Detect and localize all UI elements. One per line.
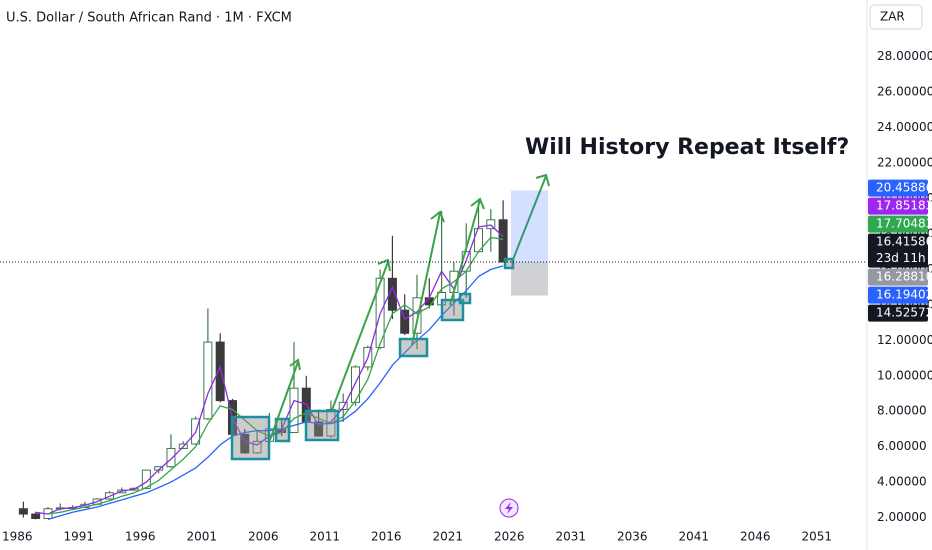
box: [304, 409, 340, 442]
x-tick-label: 1986: [2, 530, 33, 544]
price-tag-label: 16.19402: [876, 288, 932, 302]
price-tag-label: 17.85183: [876, 199, 932, 213]
candle-body: [31, 513, 41, 519]
box: [503, 257, 515, 270]
arrows: [269, 173, 550, 441]
price-tag: [868, 304, 928, 322]
candle-body: [498, 219, 508, 263]
price-tag-label: 17.70483: [876, 217, 932, 231]
candle-body: [203, 341, 213, 420]
candle-body: [252, 440, 262, 454]
target-zone: [511, 190, 548, 263]
currency-button[interactable]: [869, 4, 923, 30]
x-tick-label: 2016: [371, 530, 402, 544]
candle-body: [215, 341, 225, 402]
arrow: [511, 173, 550, 263]
y-tick-label: 24.00000: [877, 120, 932, 134]
box: [458, 292, 472, 305]
x-tick-label: 2001: [186, 530, 217, 544]
x-tick-label: 2036: [617, 530, 648, 544]
candle-body: [18, 508, 28, 515]
drawings: [230, 173, 550, 461]
x-tick-label: 2051: [802, 530, 833, 544]
chart-title: U.S. Dollar / South African Rand · 1M · …: [6, 11, 292, 26]
price-tag-label: 16.28810: [876, 270, 932, 284]
y-tick-label: 28.00000: [877, 49, 932, 63]
price-tag: [868, 268, 928, 286]
annotation: Will History Repeat Itself?: [525, 135, 849, 160]
box: [230, 415, 271, 461]
price-tag: [868, 233, 928, 268]
candle-body: [240, 433, 250, 454]
x-tick-label: 2026: [494, 530, 525, 544]
price-tag: [868, 215, 928, 233]
x-tick-label: 2041: [679, 530, 710, 544]
x-tick-label: 1996: [125, 530, 156, 544]
candle-body: [141, 469, 151, 489]
arrow: [269, 358, 301, 441]
x-tick-label: 2011: [309, 530, 340, 544]
candle-body: [412, 297, 422, 334]
y-tick-label: 22.00000: [877, 156, 932, 170]
x-tick-label: 2006: [248, 530, 279, 544]
arrow: [449, 197, 485, 306]
y-tick-label: 8.00000: [877, 404, 927, 418]
countdown: 23d 11h: [876, 251, 926, 265]
candle-body: [387, 277, 397, 311]
candle-body: [166, 447, 176, 468]
candle-body: [351, 366, 361, 403]
arrow: [331, 258, 391, 411]
price-tag-label: 14.52572: [876, 306, 932, 320]
y-tick-label: 10.00000: [877, 368, 932, 382]
arrow: [411, 210, 445, 346]
price-tag: [868, 197, 928, 215]
x-tick-label: 2021: [432, 530, 463, 544]
y-tick-label: 12.00000: [877, 333, 932, 347]
candle-body: [314, 421, 324, 437]
price-tag-label: 16.41586: [876, 235, 932, 249]
box: [274, 417, 291, 443]
price-tag: [868, 179, 928, 197]
stop-zone: [511, 262, 548, 296]
y-tick-label: 26.00000: [877, 85, 932, 99]
price-tag-label: 20.45886: [876, 181, 932, 195]
candle-body: [400, 309, 410, 334]
candle-body: [338, 401, 348, 410]
x-tick-label: 2046: [740, 530, 771, 544]
x-tick-label: 2031: [555, 530, 586, 544]
candle-body: [486, 219, 496, 230]
currency-label: ZAR: [880, 10, 905, 24]
event-icon-bolt: [505, 502, 513, 514]
y-tick-label: 2.00000: [877, 510, 927, 524]
price-tag: [868, 286, 928, 304]
box: [440, 298, 465, 322]
y-tick-label: 4.00000: [877, 475, 927, 489]
y-tick-label: 6.00000: [877, 439, 927, 453]
x-tick-label: 1991: [63, 530, 94, 544]
